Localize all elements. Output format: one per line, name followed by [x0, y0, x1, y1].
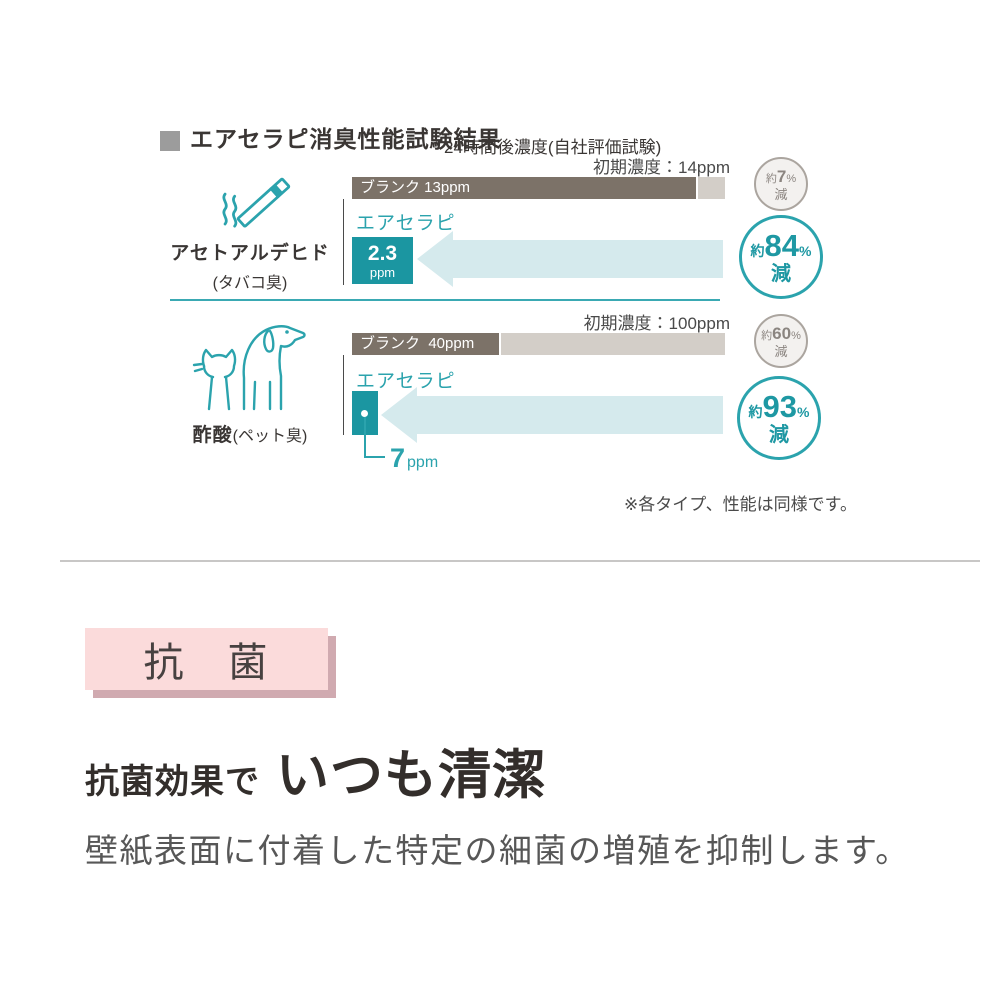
substance-name: 酢酸 [192, 425, 233, 446]
chart-note: ※各タイプ、性能は同様です。 [623, 495, 857, 514]
title-square-icon [160, 131, 180, 151]
substance-note: (ペット臭) [232, 428, 308, 445]
blank-bar: ブランク 40ppm [352, 333, 725, 355]
left-arrow [417, 231, 723, 287]
blank-bar: ブランク 13ppm [352, 177, 725, 199]
substance-label-acetaldehyde: アセトアルデヒド (タバコ臭) [165, 238, 335, 293]
antibacterial-badge: 抗 菌 [85, 628, 328, 690]
headline-prefix: 抗菌効果で [85, 763, 260, 801]
initial-concentration-label: 初期濃度：14ppm [593, 158, 730, 177]
chart-title: エアセラピ消臭性能試験結果 [190, 126, 502, 152]
result-value: 2.3 [367, 241, 398, 265]
airtherapy-label: エアセラピ [356, 371, 456, 392]
callout-leader-vertical [364, 417, 366, 458]
initial-concentration-label: 初期濃度：100ppm [583, 314, 730, 333]
result-value: 7 [390, 443, 406, 473]
axis-line [343, 355, 344, 435]
blank-bar-fill: ブランク 40ppm [352, 333, 501, 355]
airtherapy-label: エアセラピ [356, 213, 456, 234]
headline-main: いつも清潔 [276, 746, 546, 805]
page-divider [60, 560, 980, 562]
airtherapy-reduction-badge: 約93% 減 [737, 376, 821, 460]
cat-dog-icon [192, 325, 306, 411]
callout-leader-horizontal [364, 456, 385, 458]
airtherapy-reduction-badge: 約84% 減 [739, 215, 823, 299]
airtherapy-bar: 2.3 ppm [352, 237, 413, 284]
antibacterial-description: 壁紙表面に付着した特定の細菌の増殖を抑制します。 [85, 832, 910, 869]
blank-reduction-badge: 約7% 減 [754, 157, 808, 211]
result-unit: ppm [407, 454, 439, 471]
section-divider [170, 299, 720, 301]
callout-anchor-dot [361, 410, 368, 417]
substance-name: アセトアルデヒド [170, 243, 330, 264]
result-callout: 7 ppm [390, 443, 438, 474]
blank-bar-label: ブランク 40ppm [360, 335, 475, 352]
substance-note: (タバコ臭) [212, 275, 288, 292]
chart-subtitle: 24時間後濃度(自社評価試験) [444, 138, 662, 157]
blank-bar-fill: ブランク 13ppm [352, 177, 698, 199]
cigarette-icon [222, 177, 291, 228]
blank-bar-label: ブランク 13ppm [360, 179, 471, 196]
left-arrow [381, 387, 723, 443]
substance-label-acetic-acid: 酢酸(ペット臭) [175, 420, 325, 447]
result-unit: ppm [369, 264, 396, 280]
axis-line [343, 199, 344, 285]
antibacterial-headline: 抗菌効果で いつも清潔 [85, 733, 546, 809]
blank-reduction-badge: 約60% 減 [754, 314, 808, 368]
